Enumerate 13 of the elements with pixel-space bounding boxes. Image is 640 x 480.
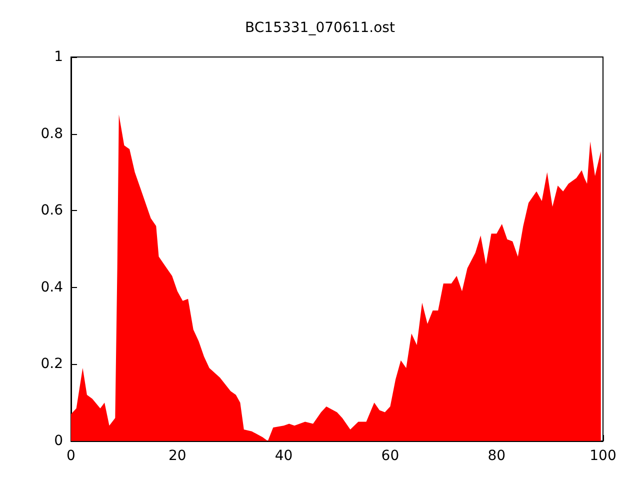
chart-title: BC15331_070611.ost [245,20,396,36]
x-tick-label: 60 [381,448,400,464]
y-tick-label: 0 [54,433,63,449]
x-tick-label: 80 [488,448,506,464]
x-tick-label: 40 [274,448,293,464]
y-tick-label: 0.2 [40,356,63,372]
y-tick-label: 0.8 [40,126,63,142]
y-tick-label: 0.6 [40,202,64,219]
y-tick-label: 1 [54,49,63,65]
y-tick-label: 0.4 [40,279,64,296]
x-tick-label: 100 [590,448,616,464]
x-tick-label: 0 [66,448,76,464]
x-tick-label: 20 [168,448,186,464]
